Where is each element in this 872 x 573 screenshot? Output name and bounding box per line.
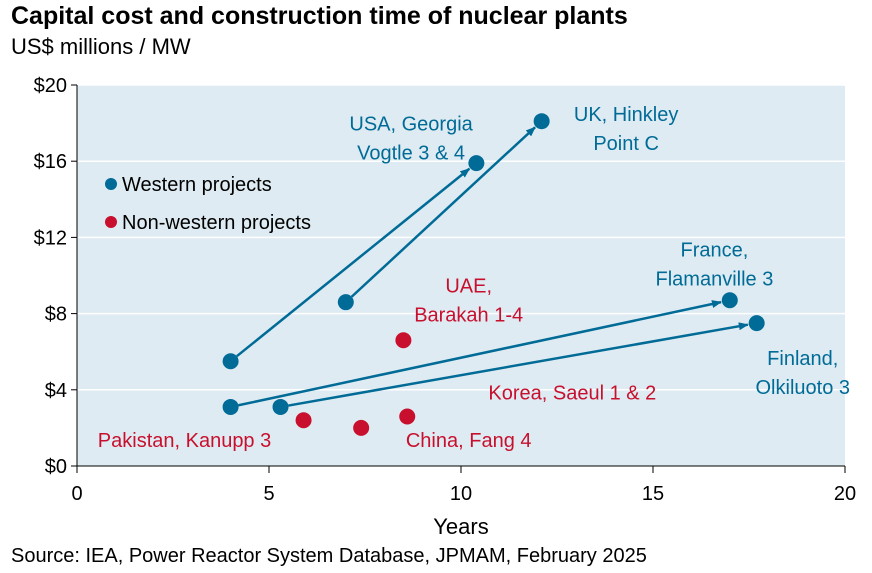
western-point-2 [337, 294, 354, 311]
ann-china-line-0: China, Fang 4 [406, 430, 532, 452]
ann-finland: Finland, Olkiluoto 3 [756, 348, 851, 399]
y-tick-label: $0 [45, 456, 67, 478]
x-axis-title: Years [433, 514, 488, 539]
western-point-7 [748, 315, 765, 332]
legend-label-nonwestern: Non-western projects [122, 212, 311, 234]
ann-pakistan: Pakistan, Kanupp 3 [98, 430, 271, 452]
nonwestern-point-0 [295, 412, 312, 429]
ann-uae-line-1: Barakah 1-4 [414, 305, 523, 327]
x-tick-label: 10 [450, 483, 472, 505]
y-tick-label: $20 [34, 75, 67, 97]
ann-uae: UAE, Barakah 1-4 [414, 276, 523, 327]
western-point-4 [222, 398, 239, 415]
ann-france-line-0: France, [681, 239, 749, 261]
western-point-3 [533, 113, 550, 130]
x-tick-label: 20 [834, 483, 856, 505]
western-arrow-2 [238, 300, 722, 407]
legend-marker-western [105, 178, 117, 190]
western-arrow-3 [288, 322, 749, 407]
chart-subtitle: US$ millions / MW [11, 34, 191, 59]
ann-usa-georgia: USA, Georgia Vogtle 3 & 4 [349, 114, 473, 165]
ann-uae-line-0: UAE, [445, 276, 492, 298]
western-point-1 [468, 155, 485, 172]
ann-france-line-1: Flamanville 3 [656, 268, 774, 290]
ann-france: France, Flamanville 3 [656, 239, 774, 290]
ann-uk-hinkley-line-0: UK, Hinkley [574, 104, 678, 126]
y-tick-label: $4 [45, 380, 67, 402]
ann-china: China, Fang 4 [406, 430, 532, 452]
western-arrow-0 [236, 167, 471, 358]
ann-usa-georgia-line-1: Vogtle 3 & 4 [357, 143, 465, 165]
legend-label-western: Western projects [122, 174, 272, 196]
chart-title: Capital cost and construction time of nu… [11, 2, 628, 30]
nonwestern-point-3 [395, 332, 412, 349]
y-tick-label: $16 [34, 151, 67, 173]
plot-area [77, 85, 845, 466]
source-note: Source: IEA, Power Reactor System Databa… [11, 545, 647, 567]
y-tick-label: $8 [45, 304, 67, 326]
annotations: USA, Georgia Vogtle 3 & 4 UK, Hinkley Point… [98, 104, 850, 452]
western-point-6 [272, 398, 289, 415]
ann-usa-georgia-line-0: USA, Georgia [349, 114, 473, 136]
ann-uk-hinkley: UK, Hinkley Point C [574, 104, 678, 155]
tick-labels: 0 5 10 15 20 $0 $4 $8 $12 $16 $20 [34, 75, 857, 505]
ann-finland-line-1: Olkiluoto 3 [756, 377, 851, 399]
legend-marker-nonwestern [105, 216, 117, 228]
arrows [236, 126, 749, 407]
gridlines [77, 84, 845, 391]
western-point-0 [222, 353, 239, 370]
ann-korea-line-0: Korea, Saeul 1 & 2 [488, 382, 656, 404]
ann-pakistan-line-0: Pakistan, Kanupp 3 [98, 430, 271, 452]
legend: Western projects Non-western projects [105, 174, 311, 234]
ann-finland-line-0: Finland, [767, 348, 838, 370]
western-point-5 [721, 292, 738, 309]
axes [71, 84, 846, 473]
data-points [222, 113, 765, 436]
ann-korea: Korea, Saeul 1 & 2 [488, 382, 656, 404]
ann-uk-hinkley-line-1: Point C [593, 133, 659, 155]
western-arrow-1 [350, 126, 536, 298]
x-tick-label: 0 [71, 483, 82, 505]
x-tick-label: 15 [642, 483, 664, 505]
x-tick-label: 5 [263, 483, 274, 505]
nonwestern-point-1 [353, 419, 370, 436]
y-tick-label: $12 [34, 227, 67, 249]
nonwestern-point-2 [399, 408, 416, 425]
